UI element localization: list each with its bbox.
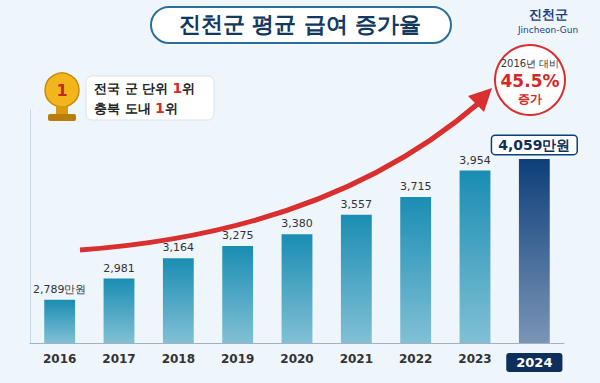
svg-text:1: 1 <box>173 80 183 96</box>
svg-text:전국 군 단위: 전국 군 단위 <box>94 81 173 96</box>
svg-text:45.5%: 45.5% <box>501 71 560 91</box>
svg-text:2,789만원: 2,789만원 <box>33 283 87 296</box>
svg-text:2016: 2016 <box>43 352 76 366</box>
svg-text:증가: 증가 <box>518 92 542 106</box>
svg-text:2018: 2018 <box>162 352 195 366</box>
svg-text:3,557: 3,557 <box>341 198 373 211</box>
svg-text:위: 위 <box>182 81 195 96</box>
svg-text:1: 1 <box>155 100 165 116</box>
svg-text:2017: 2017 <box>102 352 135 366</box>
svg-text:3,380: 3,380 <box>281 217 313 230</box>
svg-text:진천군 평균 급여 증가율: 진천군 평균 급여 증가율 <box>179 12 422 37</box>
svg-text:2022: 2022 <box>399 352 432 366</box>
svg-text:2019: 2019 <box>221 352 254 366</box>
svg-text:3,164: 3,164 <box>163 241 195 254</box>
svg-text:충북 도내: 충북 도내 <box>94 101 155 116</box>
svg-text:2024: 2024 <box>516 355 552 370</box>
svg-text:2020: 2020 <box>280 352 313 366</box>
svg-text:3,954: 3,954 <box>459 154 491 167</box>
svg-text:4,059만원: 4,059만원 <box>498 137 570 153</box>
svg-text:2,981: 2,981 <box>103 262 135 275</box>
svg-text:2021: 2021 <box>340 352 373 366</box>
svg-text:2016년 대비: 2016년 대비 <box>501 58 560 69</box>
svg-text:2023: 2023 <box>458 352 491 366</box>
svg-text:3,715: 3,715 <box>400 180 432 193</box>
svg-text:1: 1 <box>56 81 67 100</box>
svg-text:3,275: 3,275 <box>222 229 254 242</box>
svg-text:진천군: 진천군 <box>529 7 568 22</box>
svg-text:위: 위 <box>165 101 178 116</box>
svg-text:Jincheon-Gun: Jincheon-Gun <box>517 25 578 35</box>
